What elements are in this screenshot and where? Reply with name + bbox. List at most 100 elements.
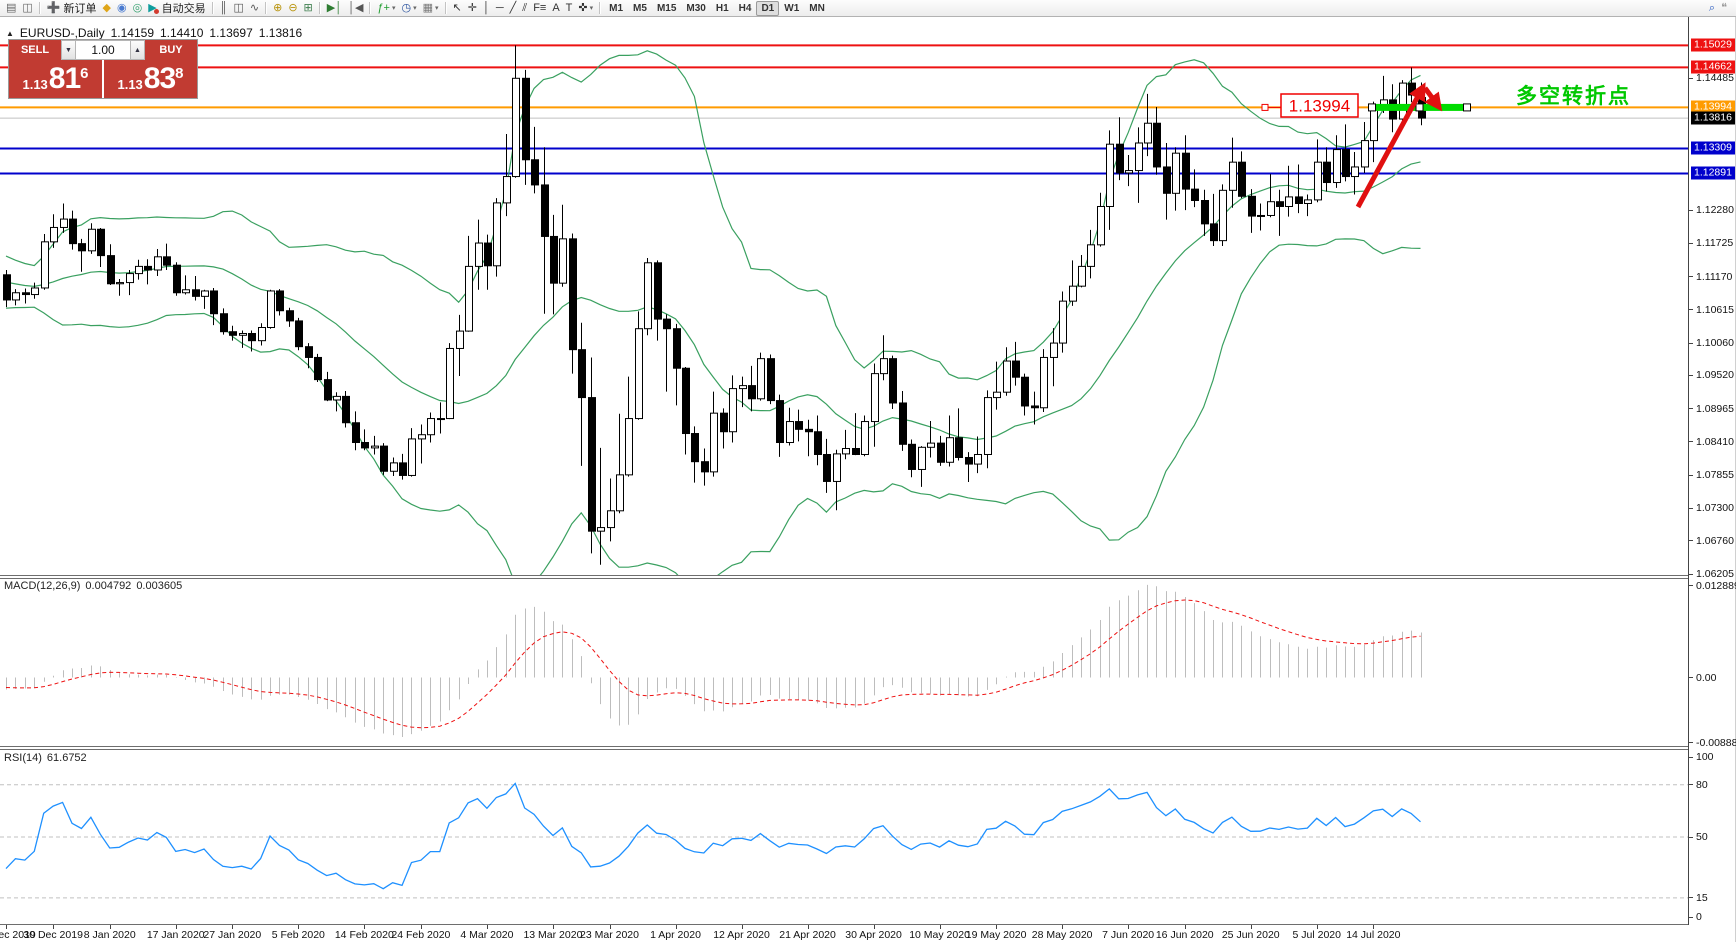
search-icon[interactable]: ⌕ bbox=[1706, 1, 1718, 16]
channel-button[interactable]: ⫽ bbox=[519, 1, 530, 16]
cursor-button[interactable]: ↖ bbox=[450, 1, 465, 16]
time-tick-label: 19 May 2020 bbox=[965, 929, 1027, 941]
timeframe-h4-button[interactable]: H4 bbox=[738, 2, 752, 14]
price-badge-1.12891: 1.12891 bbox=[1691, 166, 1735, 180]
price-tick bbox=[1689, 242, 1693, 244]
main-pane[interactable] bbox=[0, 44, 1689, 593]
text-button[interactable]: A bbox=[549, 1, 562, 16]
timeframe-m15-button[interactable]: M15 bbox=[656, 2, 677, 14]
templates-button[interactable]: ▦ ▾ bbox=[420, 1, 442, 16]
auto-scroll-button[interactable]: ▶│ bbox=[324, 1, 345, 16]
time-tick bbox=[175, 925, 177, 929]
autotrading-button[interactable]: ▶ 自动交易 bbox=[145, 1, 208, 16]
time-tick-label: 5 Feb 2020 bbox=[271, 929, 325, 941]
bar-chart-type-button[interactable]: ║ bbox=[217, 1, 231, 16]
market-watch-icon[interactable]: ◫ bbox=[19, 1, 35, 16]
time-tick-label: 14 Jul 2020 bbox=[1346, 929, 1401, 941]
trendline-button[interactable]: ╱ bbox=[507, 1, 520, 16]
rsi-tick-label: 80 bbox=[1696, 778, 1708, 791]
timeframe-m5-button[interactable]: M5 bbox=[633, 2, 647, 14]
timeframe-m30-button[interactable]: M30 bbox=[686, 2, 706, 14]
community-icon[interactable]: ◉ bbox=[114, 1, 130, 16]
volume-input[interactable]: 1.00 bbox=[76, 40, 130, 60]
time-tick bbox=[232, 925, 234, 929]
styler-icon[interactable]: ◆ bbox=[100, 1, 114, 16]
price-tick-label: 1.11725 bbox=[1696, 237, 1734, 250]
up-trend-arrow[interactable] bbox=[1355, 82, 1426, 209]
chart-canvas[interactable]: 1.13994 多空转折点 bbox=[0, 17, 1689, 942]
timeframe-h1-button[interactable]: H1 bbox=[715, 2, 729, 14]
buy-price-prefix: 1.13 bbox=[117, 76, 143, 92]
indicators-button[interactable]: ƒ+ ▾ bbox=[374, 1, 398, 16]
crosshair-glyph: ✛ bbox=[467, 1, 477, 14]
label-button[interactable]: T bbox=[563, 1, 576, 16]
line-chart-type-button[interactable]: ∿ bbox=[247, 1, 262, 16]
crosshair-button[interactable]: ✛ bbox=[465, 1, 480, 16]
new-order-button[interactable]: ➕ 新订单 bbox=[44, 1, 100, 16]
price-axis[interactable]: 1.14485 1.12280 1.11725 1.11170 1.10615 1.100… bbox=[1689, 0, 1736, 942]
chat-icon[interactable]: ❝ bbox=[1718, 1, 1730, 16]
price-tick bbox=[1689, 342, 1693, 344]
price-tick bbox=[1689, 276, 1693, 278]
trade-panel-expander-icon[interactable]: ▲ bbox=[6, 28, 14, 38]
price-tick bbox=[1689, 77, 1693, 79]
segment-handle[interactable] bbox=[1368, 103, 1376, 112]
time-tick-label: 16 Jun 2020 bbox=[1155, 929, 1214, 941]
price-tick-label: 1.11170 bbox=[1696, 270, 1733, 283]
price-tick bbox=[1689, 441, 1693, 443]
autotrading-status-dot bbox=[153, 8, 159, 14]
macd-pane[interactable] bbox=[5, 584, 1422, 738]
text-glyph: A bbox=[552, 1, 560, 14]
rsi-value: 61.6752 bbox=[46, 752, 87, 764]
sell-button[interactable]: SELL bbox=[9, 40, 61, 60]
rsi-pane[interactable] bbox=[0, 782, 1689, 899]
tile-windows-button[interactable]: ⊞ bbox=[301, 1, 316, 16]
autotrading-glyph: ▶ bbox=[148, 1, 157, 14]
time-tick bbox=[53, 925, 55, 929]
candlestick-type-button[interactable]: ◫ bbox=[230, 1, 246, 16]
time-tick bbox=[873, 925, 875, 929]
tile-windows-glyph: ⊞ bbox=[303, 1, 313, 14]
horizontal-line-glyph: ─ bbox=[495, 1, 504, 14]
segment-handle[interactable] bbox=[1463, 103, 1471, 112]
charts-window-icon[interactable]: ▤ bbox=[3, 1, 19, 16]
buy-price[interactable]: 1.13 83 8 bbox=[104, 60, 197, 98]
styler-icon-glyph: ◆ bbox=[102, 1, 111, 14]
price-tick bbox=[1689, 507, 1693, 509]
signals-icon-glyph: ◎ bbox=[132, 1, 143, 14]
time-tick bbox=[675, 925, 677, 929]
market-watch-icon-glyph: ◫ bbox=[22, 1, 33, 14]
segment-handle[interactable] bbox=[1415, 103, 1424, 112]
price-callout-box[interactable] bbox=[1280, 93, 1359, 118]
time-tick bbox=[807, 925, 809, 929]
sell-price[interactable]: 1.13 81 6 bbox=[9, 60, 102, 98]
vertical-line-button[interactable]: │ bbox=[480, 1, 493, 16]
periods-button[interactable]: ◷ ▾ bbox=[399, 1, 420, 16]
chart-shift-button[interactable]: │◀ bbox=[345, 1, 366, 16]
timeframe-m1-button[interactable]: M1 bbox=[609, 2, 624, 14]
user-annotations[interactable]: 1.13994 多空转折点 bbox=[1261, 82, 1631, 209]
horizontal-line-button[interactable]: ─ bbox=[493, 1, 507, 16]
timeframe-mn-button[interactable]: MN bbox=[809, 2, 825, 14]
turning-point-label[interactable]: 多空转折点 bbox=[1516, 84, 1631, 108]
volume-increase-button[interactable]: ▲ bbox=[130, 40, 145, 60]
timeframe-w1-button[interactable]: W1 bbox=[784, 2, 800, 14]
volume-decrease-button[interactable]: ▼ bbox=[61, 40, 76, 60]
zoom-out-button[interactable]: ⊖ bbox=[285, 1, 300, 16]
time-tick bbox=[486, 925, 488, 929]
zoom-in-button[interactable]: ⊕ bbox=[270, 1, 285, 16]
time-tick-label: 8 Jan 2020 bbox=[83, 929, 136, 941]
ohlc-open: 1.14159 bbox=[110, 26, 154, 40]
buy-button[interactable]: BUY bbox=[145, 40, 197, 60]
sell-price-big: 81 bbox=[48, 62, 81, 95]
arrows-button[interactable]: ✜ ▾ bbox=[575, 1, 596, 16]
down-pullback-arrow[interactable] bbox=[1422, 86, 1443, 112]
macd-label: MACD(12,26,9) 0.004792 0.003605 bbox=[4, 580, 183, 592]
signals-icon[interactable]: ◎ bbox=[130, 1, 146, 16]
fibonacci-button[interactable]: F≡ bbox=[530, 1, 549, 16]
price-tick-label: 1.10615 bbox=[1696, 303, 1734, 316]
rsi-tick-label: 50 bbox=[1696, 831, 1708, 843]
macd-signal-line bbox=[5, 599, 1421, 729]
timeframe-d1-button[interactable]: D1 bbox=[756, 0, 780, 16]
